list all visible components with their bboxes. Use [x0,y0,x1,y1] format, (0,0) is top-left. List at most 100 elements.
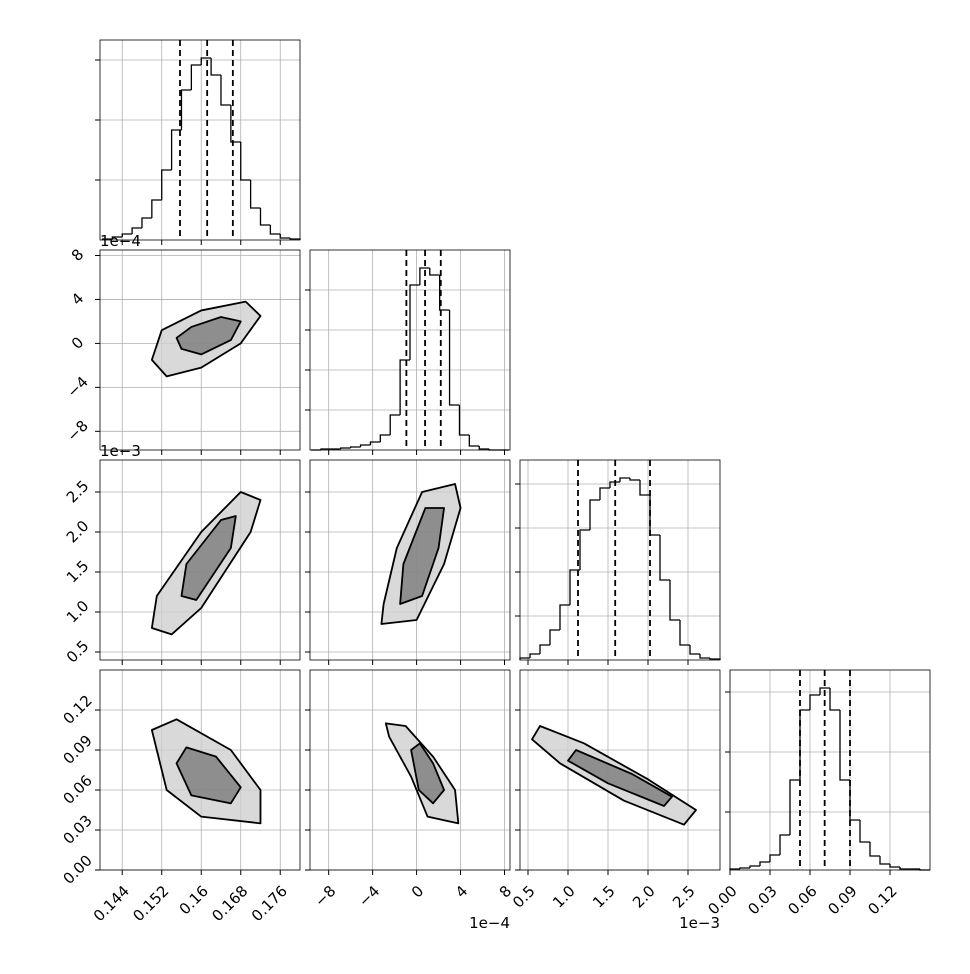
panel-frame [99,39,301,241]
hist-step [478,446,490,450]
y-tick-label: 0.5 [63,637,93,667]
x-tick-label: 2.0 [629,882,659,912]
x-tick-label: 0.09 [824,882,860,918]
hist-step [220,75,231,106]
panel-frame [99,459,301,661]
x-offset-label: 1e−4 [469,914,510,932]
hist-step [609,481,620,488]
y-tick-label: 0.06 [59,771,95,807]
y-tick-label: 0.00 [59,851,95,887]
panel-frame [729,669,931,871]
hist-step [210,58,221,76]
hist-step [849,780,860,821]
panel-frame [99,669,301,871]
hist-step [639,480,650,496]
contour [180,515,237,601]
hist-step [419,267,430,285]
hist-step [369,441,381,445]
y-offset-label: 1e−3 [100,442,141,460]
hist-step [170,129,182,170]
hist-step [689,645,700,655]
y-tick-label: 0.09 [59,731,95,767]
hist-step [111,236,123,239]
panel-frame [309,459,511,661]
hist-step [809,694,820,710]
hist-step [429,268,440,276]
x-tick-label: 0.176 [248,882,291,925]
hist-step [439,275,450,311]
hist-step [879,856,890,865]
x-tick-label: −8 [311,882,339,910]
y-tick-label: 2.0 [63,517,93,547]
hist-step [161,169,172,200]
x-tick-label: 0.03 [744,882,780,918]
hist-step [629,478,640,481]
hist-step [350,446,361,448]
hist-step [759,861,770,866]
x-tick-label: 1.0 [549,882,579,912]
x-offset-label: 1e−3 [679,914,720,932]
x-tick-label: 0.168 [208,882,251,925]
hist-step [839,710,850,781]
contour [175,316,242,356]
hist-step [649,495,660,536]
panel-frame [309,669,511,871]
contour [567,749,673,807]
hist-step [230,105,241,143]
hist-step [141,217,152,228]
hist-step [249,180,261,209]
hist-step [669,580,680,621]
hist-step [340,447,351,449]
hist-step [448,310,460,406]
y-tick-label: 0 [68,333,87,352]
x-tick-label: 0.16 [176,882,212,918]
x-tick-label: 0.5 [509,882,539,912]
x-tick-label: 0.12 [864,882,900,918]
y-tick-label: −8 [63,417,91,445]
hist-step [619,477,630,482]
hist-step [279,234,291,239]
x-tick-label: 1.5 [589,882,619,912]
y-tick-label: 1.5 [63,557,93,587]
y-tick-label: 4 [68,289,87,308]
y-tick-label: 8 [68,245,87,264]
x-tick-label: 0.152 [129,882,172,925]
panel-frame [309,249,511,451]
hist-step [579,529,590,570]
hist-step [240,142,251,181]
contour [175,746,242,805]
hist-step [359,444,371,447]
y-tick-label: 1.0 [63,597,93,627]
x-tick-label: 0.00 [704,882,740,918]
hist-step [799,709,810,780]
hist-step [549,629,560,645]
x-tick-label: −4 [355,882,383,910]
hist-step [539,644,550,654]
hist-step [869,842,880,857]
x-tick-label: 2.5 [669,882,699,912]
y-tick-label: −4 [63,373,91,401]
hist-step [679,620,690,646]
hist-step [379,434,391,442]
panel-frame [99,249,301,451]
hist-step [739,867,750,869]
x-tick-label: 0 [408,882,427,901]
hist-step [749,865,760,868]
hist-step [699,654,710,659]
hist-step [151,199,162,218]
hist-step [399,359,410,415]
hist-step [389,414,401,435]
hist-step [819,687,830,695]
contour [410,742,445,805]
hist-step [829,688,840,711]
hist-step [259,208,271,226]
hist-step [200,57,212,65]
panel-frame [519,669,721,871]
hist-step [779,834,790,855]
hist-step [589,499,600,530]
hist-step [769,854,780,862]
hist-step [899,867,910,870]
panel-frame [519,459,721,661]
hist-step [889,864,900,868]
y-tick-label: 2.5 [63,477,93,507]
